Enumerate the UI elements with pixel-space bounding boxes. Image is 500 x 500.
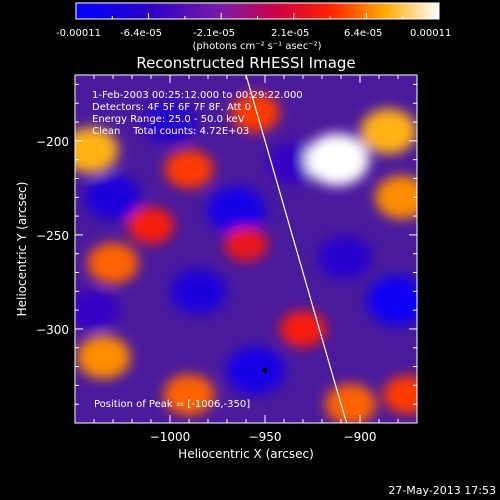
intensity-feature: [207, 186, 266, 235]
intensity-feature: [143, 100, 197, 144]
intensity-feature: [127, 207, 175, 244]
annotation-clean: Clean Total counts: 4.72E+03: [92, 126, 249, 137]
intensity-feature: [279, 310, 327, 348]
y-axis-label: Heliocentric Y (arcsec): [15, 182, 29, 317]
intensity-feature: [374, 175, 417, 219]
y-tick-label: −300: [36, 323, 69, 337]
intensity-feature: [224, 227, 268, 262]
x-tick-label: −950: [249, 430, 282, 444]
intensity-feature: [305, 133, 370, 186]
intensity-feature: [164, 149, 214, 189]
intensity-feature: [383, 375, 417, 415]
solar-limb-line: [245, 75, 348, 423]
intensity-feature: [226, 346, 285, 395]
colorbar-unit-label: (photons cm⁻² s⁻¹ asec⁻²): [192, 41, 321, 52]
x-axis-label: Heliocentric X (arcsec): [178, 447, 314, 461]
footer-date: 27-May-2013 17:53: [388, 484, 496, 497]
intensity-feature: [75, 289, 120, 331]
axis-ticks: [75, 75, 418, 424]
intensity-feature: [367, 275, 417, 326]
colorbar-tick-label: 6.4e-05: [344, 28, 382, 39]
heatmap-image: [75, 75, 417, 423]
annotation-time: 1-Feb-2003 00:25:12.000 to 00:29:22.000: [92, 90, 303, 101]
chart-title: Reconstructed RHESSI Image: [136, 54, 355, 72]
intensity-feature: [170, 268, 227, 315]
intensity-feature: [163, 374, 215, 416]
colorbar-tick-label: 0.00011: [410, 28, 451, 39]
annotation-energy: Energy Range: 25.0 - 50.0 keV: [92, 114, 245, 125]
y-tick-label: −250: [36, 229, 69, 243]
colorbar-ticks: [75, 13, 440, 19]
colorbar-tick-label: 2.1e-05: [271, 28, 309, 39]
colorbar-tick-label: -0.00011: [56, 28, 101, 39]
intensity-feature: [324, 383, 377, 423]
annotation-detectors: Detectors: 4F 5F 6F 7F 8F, Att 0: [92, 102, 251, 113]
intensity-feature: [76, 335, 131, 379]
intensity-feature: [317, 235, 372, 280]
colorbar-tick-label: -2.1e-05: [193, 28, 235, 39]
intensity-feature: [84, 174, 142, 220]
intensity-feature: [231, 93, 280, 133]
peak-position-label: Position of Peak = [-1006,-350]: [94, 399, 250, 410]
peak-marker: [262, 367, 268, 373]
intensity-feature: [360, 108, 417, 155]
y-tick-label: −200: [36, 135, 69, 149]
intensity-feature: [87, 242, 139, 284]
intensity-feature: [75, 127, 119, 173]
x-tick-label: −1000: [150, 430, 191, 444]
colorbar-tick-label: -6.4e-05: [120, 28, 162, 39]
x-tick-label: −900: [344, 430, 377, 444]
